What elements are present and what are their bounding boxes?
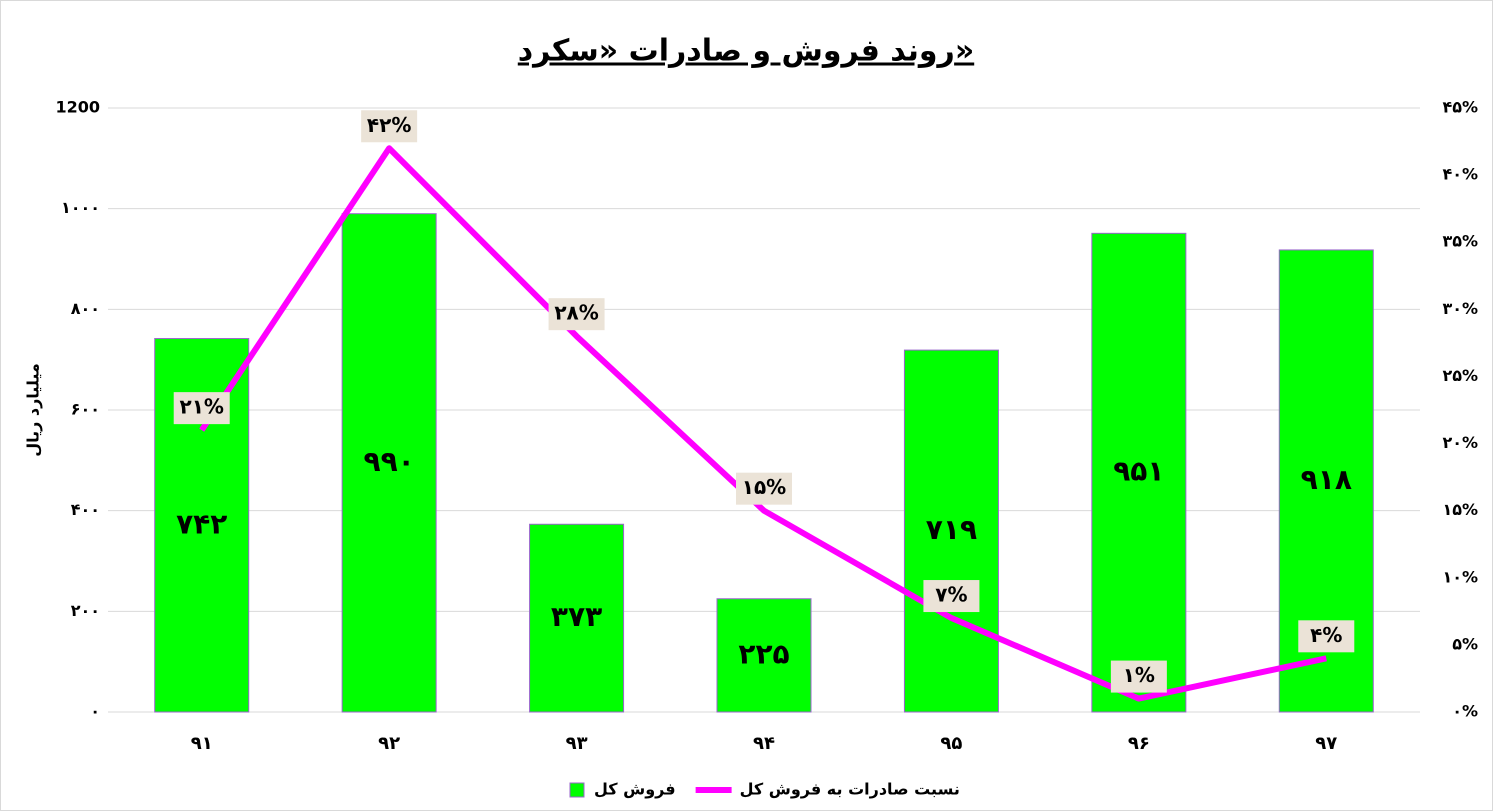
line-value-label: ۴۲% xyxy=(367,113,411,137)
line xyxy=(199,145,1327,702)
line-value-label: ۱۵% xyxy=(742,475,786,499)
y2-tick-label: ۳۰% xyxy=(1442,299,1478,318)
y-tick-label: ۸۰۰ xyxy=(71,299,100,318)
bar-value-label: ۹۹۰ xyxy=(364,445,415,478)
y-tick-label: ۱۰۰۰ xyxy=(61,198,100,217)
bar-value-label: ۷۱۹ xyxy=(926,513,977,546)
y-tick-label: ۰ xyxy=(90,702,100,721)
y-tick-label: 1200 xyxy=(55,98,100,117)
line-label-box xyxy=(548,298,605,331)
y2-tick-label: ۵% xyxy=(1452,634,1478,653)
y2-tick-label: ۲۰% xyxy=(1442,433,1478,452)
y-tick-label: ۶۰۰ xyxy=(71,400,100,419)
line-label-box xyxy=(1298,620,1355,653)
line-label-box xyxy=(1110,660,1167,693)
bar-value-label: ۲۲۵ xyxy=(738,637,789,670)
legend-swatch xyxy=(569,782,585,798)
line-value-label: ۲۱% xyxy=(179,395,223,419)
bar-value-label: ۳۷۳ xyxy=(551,600,602,633)
line-label-box xyxy=(736,472,792,505)
bar xyxy=(341,213,437,713)
line-value-label: ۴% xyxy=(1310,623,1342,647)
y-axis-label: میلیارد ریال xyxy=(24,363,43,457)
y2-tick-label: ۴۵% xyxy=(1442,98,1478,117)
line-label-box xyxy=(361,110,418,143)
line-value-label: ۲۸% xyxy=(554,301,598,325)
bar xyxy=(1091,232,1187,713)
chart-title: روند فروش و صادرات «سکرد» xyxy=(518,34,974,69)
x-tick-label: ۹۱ xyxy=(191,733,213,754)
bar-value-label: ۹۱۸ xyxy=(1301,463,1352,496)
y2-tick-label: ۱۰% xyxy=(1442,567,1478,586)
x-tick-label: ۹۵ xyxy=(940,733,962,754)
bar xyxy=(716,598,812,713)
y-tick-label: ۲۰۰ xyxy=(71,601,100,620)
legend-label: فروش کل xyxy=(594,780,676,799)
x-tick-label: ۹۴ xyxy=(753,733,775,754)
y2-tick-label: ۰% xyxy=(1452,702,1478,721)
line-label-box xyxy=(923,580,980,613)
bar xyxy=(903,349,999,713)
line-value-label: ۱% xyxy=(1123,663,1155,687)
y2-tick-label: ۴۰% xyxy=(1442,165,1478,184)
y2-tick-label: ۳۵% xyxy=(1442,232,1478,251)
y-tick-label: ۴۰۰ xyxy=(71,500,100,519)
bar xyxy=(529,523,625,713)
x-tick-label: ۹۳ xyxy=(566,733,588,754)
line-value-label: ۷% xyxy=(935,583,967,607)
x-tick-label: ۹۶ xyxy=(1128,733,1150,754)
x-tick-label: ۹۷ xyxy=(1315,733,1337,754)
legend-label: نسبت صادرات به فروش کل xyxy=(740,780,960,799)
y2-tick-label: ۲۵% xyxy=(1442,366,1478,385)
x-tick-label: ۹۲ xyxy=(378,733,400,754)
bar-value-label: ۷۴۲ xyxy=(176,507,227,540)
bar-value-label: ۹۵۱ xyxy=(1113,455,1164,488)
line-label-box xyxy=(173,392,230,425)
y2-tick-label: ۱۵% xyxy=(1442,500,1478,519)
